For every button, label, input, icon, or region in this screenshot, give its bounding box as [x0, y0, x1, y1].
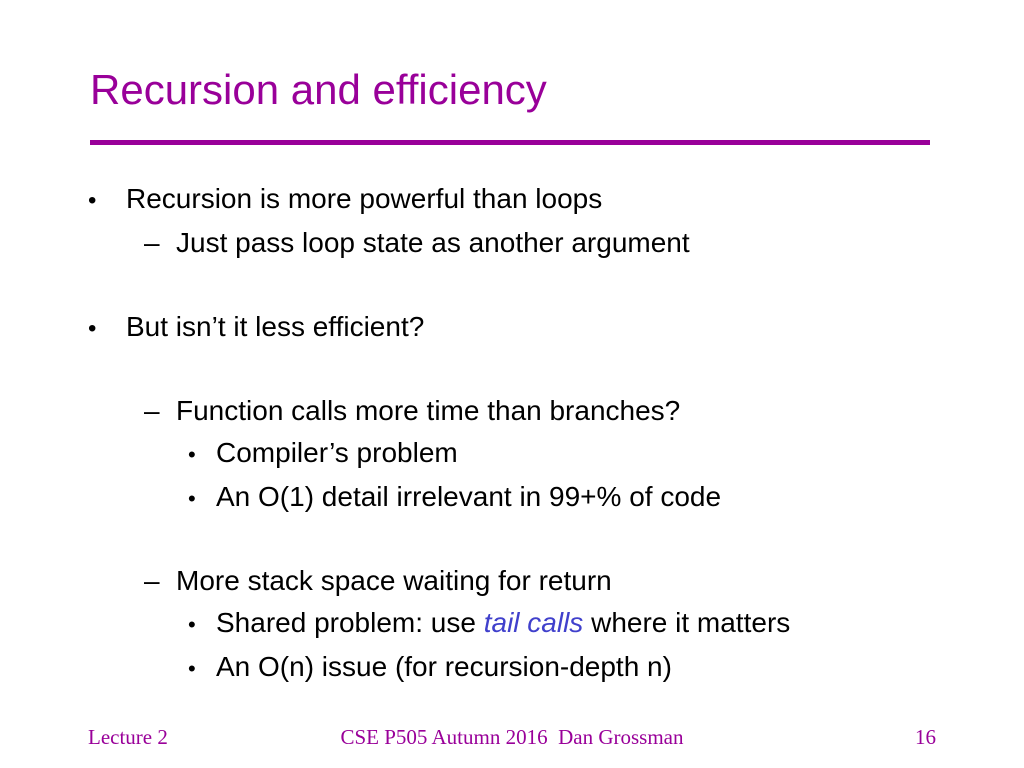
vertical-spacer: [88, 524, 974, 564]
text-segment: where it matters: [583, 607, 791, 638]
slide-body: • Recursion is more powerful than loops …: [88, 182, 974, 694]
bullet-text: Recursion is more powerful than loops: [126, 183, 603, 214]
bullet-marker: •: [188, 656, 196, 681]
bullet-marker: •: [188, 612, 196, 637]
text-segment: Shared problem: use: [216, 607, 484, 638]
bullet-o1-detail: • An O(1) detail irrelevant in 99+% of c…: [88, 480, 974, 516]
bullet-on-issue: • An O(n) issue (for recursion-depth n): [88, 650, 974, 686]
bullet-shared-problem-tail-calls: • Shared problem: use tail calls where i…: [88, 606, 974, 642]
dash-marker: –: [144, 395, 160, 426]
bullet-stack-space: – More stack space waiting for return: [88, 564, 974, 598]
bullet-marker: •: [188, 442, 196, 467]
slide-title: Recursion and efficiency: [90, 66, 547, 113]
bullet-text: An O(n) issue (for recursion-depth n): [216, 651, 672, 682]
bullet-recursion-powerful: • Recursion is more powerful than loops: [88, 182, 974, 218]
vertical-spacer: [88, 268, 974, 310]
footer-page-number: 16: [915, 725, 936, 749]
bullet-text: But isn’t it less efficient?: [126, 311, 425, 342]
bullet-pass-loop-state: – Just pass loop state as another argume…: [88, 226, 974, 260]
dash-marker: –: [144, 227, 160, 258]
dash-marker: –: [144, 565, 160, 596]
bullet-compilers-problem: • Compiler’s problem: [88, 436, 974, 472]
bullet-text: Function calls more time than branches?: [176, 395, 681, 426]
bullet-marker: •: [88, 315, 97, 342]
bullet-text: Shared problem: use tail calls where it …: [216, 606, 974, 640]
footer-lecture-label: Lecture 2: [88, 725, 168, 749]
bullet-marker: •: [188, 486, 196, 511]
bullet-text: More stack space waiting for return: [176, 565, 612, 596]
slide-footer: Lecture 2 CSE P505 Autumn 2016 Dan Gross…: [0, 722, 1024, 750]
bullet-marker: •: [88, 187, 97, 214]
bullet-text: Compiler’s problem: [216, 437, 458, 468]
title-underline-rule: [90, 140, 930, 145]
bullet-less-efficient: • But isn’t it less efficient?: [88, 310, 974, 346]
bullet-text: An O(1) detail irrelevant in 99+% of cod…: [216, 481, 722, 512]
bullet-function-calls-time: – Function calls more time than branches…: [88, 394, 974, 428]
tail-calls-emphasis: tail calls: [483, 607, 584, 638]
footer-course-credit: CSE P505 Autumn 2016 Dan Grossman: [340, 725, 684, 749]
vertical-spacer: [88, 354, 974, 394]
bullet-text: Just pass loop state as another argument: [176, 227, 690, 258]
